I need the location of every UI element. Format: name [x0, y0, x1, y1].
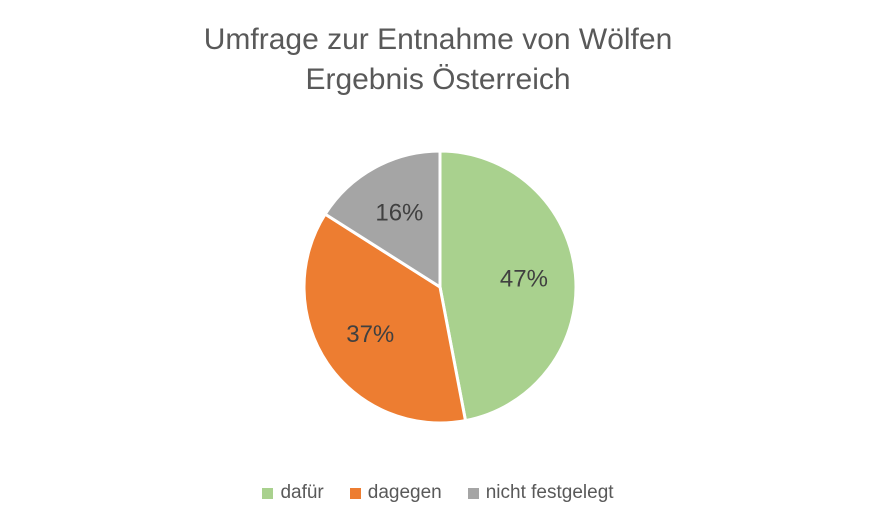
pie-data-labels: 47% 37% 16%: [346, 200, 548, 348]
pie-slice-dafuer: [438, 149, 578, 423]
legend-label-nicht-festgelegt: nicht festgelegt: [485, 482, 614, 503]
legend-label-dafuer: dafür: [280, 482, 324, 503]
pie-slices: [302, 149, 578, 425]
pie-slice-nicht-festgelegt: [323, 149, 442, 289]
legend-item-nicht-festgelegt: nicht festgelegt: [467, 482, 614, 504]
legend-swatch-nicht-festgelegt: [467, 487, 479, 499]
data-label-nicht-festgelegt: 16%: [375, 200, 423, 227]
data-label-dagegen: 37%: [346, 321, 394, 348]
legend-item-dagegen: dagegen: [349, 482, 442, 504]
data-label-dafuer: 47%: [500, 266, 548, 293]
legend: dafür dagegen nicht festgelegt: [0, 482, 876, 504]
chart-title-line-1: Umfrage zur Entnahme von Wölfen: [203, 23, 673, 56]
pie-slice-dagegen: [302, 212, 467, 425]
chart-title: Umfrage zur Entnahme von Wölfen Ergebnis…: [0, 20, 876, 100]
legend-swatch-dafuer: [262, 487, 274, 499]
legend-label-dagegen: dagegen: [367, 482, 442, 503]
chart-title-line-2: Ergebnis Österreich: [305, 63, 571, 96]
legend-swatch-dagegen: [349, 487, 361, 499]
legend-item-dafuer: dafür: [262, 482, 324, 504]
